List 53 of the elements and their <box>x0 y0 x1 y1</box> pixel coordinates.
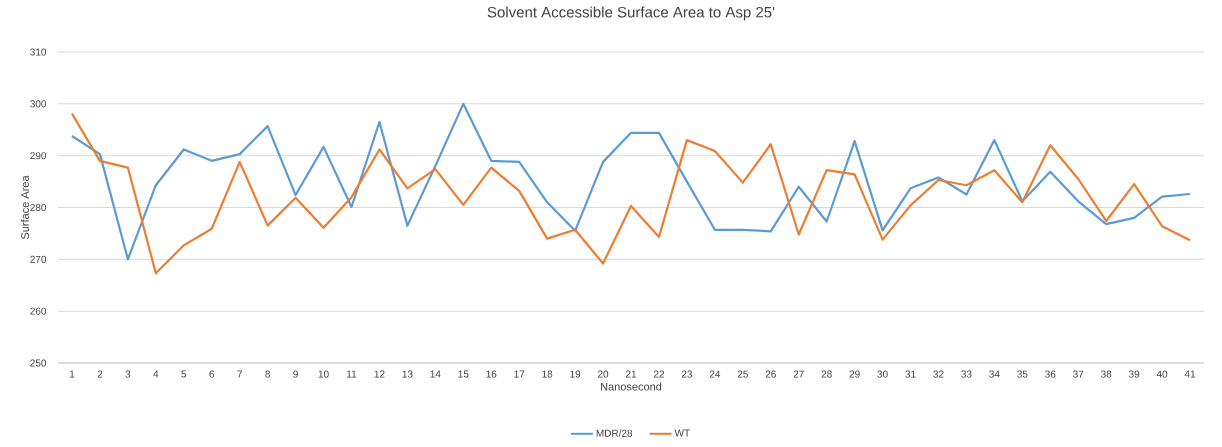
x-tick-label: 14 <box>430 370 441 378</box>
y-tick-label: 310 <box>30 48 47 56</box>
x-tick-label: 38 <box>1101 370 1112 378</box>
legend-label: MDR/28 <box>596 429 633 437</box>
x-tick-label: 3 <box>125 370 131 378</box>
x-tick-label: 6 <box>209 370 215 378</box>
chart-title: Solvent Accessible Surface Area to Asp 25' <box>487 6 775 21</box>
x-tick-label: 35 <box>1017 370 1028 378</box>
y-tick-label: 300 <box>30 100 47 108</box>
x-tick-label: 28 <box>821 370 832 378</box>
x-tick-label: 1 <box>69 370 75 378</box>
x-tick-label: 24 <box>709 370 721 378</box>
x-tick-label: 30 <box>877 370 888 378</box>
x-tick-label: 40 <box>1156 370 1168 378</box>
x-tick-label: 17 <box>514 370 525 378</box>
x-axis-title: Nanosecond <box>601 382 662 391</box>
x-tick-label: 27 <box>793 370 804 378</box>
x-tick-label: 5 <box>181 370 187 378</box>
x-tick-label: 13 <box>402 370 413 378</box>
x-tick-label: 21 <box>625 370 637 378</box>
y-axis-title: Surface Area <box>20 175 29 240</box>
x-tick-label: 2 <box>97 370 103 378</box>
x-tick-label: 37 <box>1073 370 1084 378</box>
x-tick-label: 9 <box>293 370 298 378</box>
x-tick-label: 8 <box>265 370 270 378</box>
x-tick-label: 22 <box>653 370 665 378</box>
y-tick-label: 270 <box>30 255 47 263</box>
x-tick-label: 29 <box>849 370 860 378</box>
x-tick-label: 32 <box>933 370 944 378</box>
x-tick-label: 18 <box>542 370 553 378</box>
x-tick-label: 33 <box>961 370 972 378</box>
x-tick-label: 7 <box>237 370 242 378</box>
x-tick-label: 11 <box>347 370 357 378</box>
y-tick-label: 250 <box>30 359 47 367</box>
x-tick-label: 39 <box>1128 370 1140 378</box>
x-tick-label: 36 <box>1045 370 1056 378</box>
x-tick-label: 23 <box>681 370 693 378</box>
x-tick-label: 31 <box>905 370 916 378</box>
x-tick-label: 10 <box>318 370 329 378</box>
x-tick-label: 16 <box>486 370 497 378</box>
x-tick-label: 25 <box>737 370 748 378</box>
x-tick-label: 15 <box>458 370 469 378</box>
x-tick-label: 12 <box>374 370 385 378</box>
x-tick-label: 34 <box>989 370 1000 378</box>
x-tick-label: 41 <box>1184 370 1196 378</box>
x-tick-label: 4 <box>153 370 159 378</box>
y-tick-label: 260 <box>30 307 47 315</box>
y-tick-label: 280 <box>30 203 47 212</box>
y-tick-label: 290 <box>30 152 47 160</box>
x-tick-label: 26 <box>765 370 776 378</box>
legend-label: WT <box>674 429 690 437</box>
x-tick-label: 19 <box>570 370 581 378</box>
x-tick-label: 20 <box>598 370 609 378</box>
